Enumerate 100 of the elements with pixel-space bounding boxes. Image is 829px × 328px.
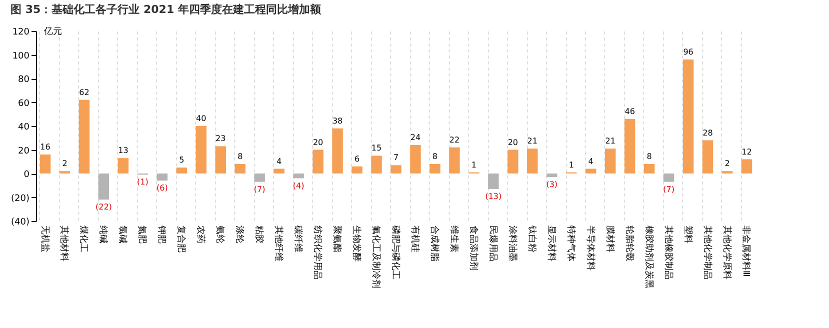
data-label: 22 <box>449 135 460 144</box>
bar <box>488 174 499 189</box>
bar <box>527 148 538 174</box>
x-tick-label: 维生素 <box>448 226 460 252</box>
x-tick-label: 塑料 <box>682 226 694 244</box>
data-label: 38 <box>332 116 343 126</box>
data-label: 1 <box>471 160 476 170</box>
x-tick-label: 煤化工 <box>78 226 90 252</box>
x-tick-label: 氨纶 <box>214 226 226 244</box>
x-tick-label: 生物发酵 <box>351 226 362 262</box>
bar <box>624 118 636 174</box>
x-tick-label: 食品添加剂 <box>468 226 479 270</box>
data-label: 46 <box>624 106 635 116</box>
data-label: 21 <box>527 136 538 146</box>
data-label: (7) <box>254 184 266 194</box>
bar <box>118 158 129 174</box>
bar <box>682 60 694 174</box>
bar <box>176 168 188 174</box>
data-label: (1) <box>137 178 148 187</box>
y-tick-label: (20) <box>11 194 30 204</box>
x-tick-label: 氟化工及制冷剂 <box>370 226 382 288</box>
y-tick-label: 60 <box>18 98 30 109</box>
bar <box>586 168 596 174</box>
x-tick-label: 氮肥 <box>136 226 148 244</box>
data-label: (13) <box>485 192 502 201</box>
bar <box>449 147 460 174</box>
x-tick-label: 膜材料 <box>604 226 616 252</box>
data-label: 8 <box>432 152 438 161</box>
x-tick-label: 涤纶 <box>234 226 246 244</box>
x-tick-label: 无机盐 <box>39 226 50 252</box>
x-tick-label: 其他化学制品 <box>702 226 713 280</box>
y-tick-label: 20 <box>18 146 30 156</box>
bar <box>40 154 51 174</box>
y-tick-label: 40 <box>18 122 30 132</box>
data-label: 20 <box>508 138 518 147</box>
bar <box>644 164 655 174</box>
bar <box>234 164 246 174</box>
data-label: 23 <box>216 134 226 144</box>
x-tick-label: 碳纤维 <box>292 224 304 252</box>
bar <box>604 148 616 174</box>
bar <box>663 174 674 182</box>
bar <box>702 140 714 174</box>
x-tick-label: 其他材料 <box>58 226 70 262</box>
bar <box>546 174 558 178</box>
bar <box>332 128 343 174</box>
bar <box>156 174 168 181</box>
bar <box>410 145 421 174</box>
data-label: 6 <box>354 154 360 164</box>
x-tick-label: 合成树脂 <box>428 226 440 262</box>
x-tick-label: 非金属材料Ⅲ <box>740 226 752 277</box>
y-axis-title: 亿元 <box>43 26 62 37</box>
x-tick-label: 半导体材料 <box>584 226 596 270</box>
x-tick-label: 有机硅 <box>409 226 420 252</box>
y-tick-label: 0 <box>24 170 30 180</box>
x-tick-label: 纯碱 <box>98 226 109 244</box>
x-tick-label: 其他橡胶制品 <box>662 226 674 280</box>
y-tick-label: (40) <box>11 218 30 228</box>
x-tick-label: 粘胶 <box>254 226 265 244</box>
data-label: 8 <box>646 152 652 161</box>
x-tick-label: 民爆用品 <box>487 226 498 262</box>
x-tick-label: 磷肥与磷化工 <box>390 224 401 280</box>
data-label: (6) <box>156 184 168 193</box>
x-tick-label: 氯碱 <box>117 226 128 244</box>
data-label: (3) <box>546 180 558 190</box>
bar <box>430 164 440 174</box>
bar <box>196 126 206 174</box>
data-label: 1 <box>568 160 574 170</box>
data-label: 12 <box>742 147 752 156</box>
x-tick-label: 橡胶助剂及炭黑 <box>643 226 654 288</box>
x-tick-label: 其他纤维 <box>273 226 284 262</box>
data-label: 21 <box>605 136 616 146</box>
data-label: 13 <box>118 146 128 156</box>
data-label: 7 <box>393 153 399 162</box>
y-tick-label: 120 <box>12 28 30 38</box>
x-tick-label: 纺织化学用品 <box>312 226 324 280</box>
bar <box>215 146 226 174</box>
x-tick-label: 钾肥 <box>156 224 168 244</box>
data-label: 4 <box>588 156 594 166</box>
data-label: 16 <box>40 142 50 152</box>
data-label: 2 <box>62 159 68 168</box>
data-label: 4 <box>276 156 282 166</box>
bar <box>312 150 324 174</box>
data-label: (22) <box>96 202 112 212</box>
x-tick-label: 农药 <box>195 226 206 244</box>
x-tick-label: 钛白粉 <box>526 224 538 252</box>
bar <box>293 174 304 178</box>
data-label: 40 <box>196 114 206 123</box>
data-label: (7) <box>663 184 674 194</box>
bar <box>352 166 362 174</box>
data-label: 24 <box>410 133 421 142</box>
data-label: 2 <box>724 159 730 168</box>
data-label: 15 <box>371 144 382 153</box>
bar <box>254 174 265 182</box>
bar <box>741 159 752 174</box>
chart-title: 图 35：基础化工各子行业 2021 年四季度在建工程同比增加额 <box>10 3 322 16</box>
y-tick-label: 100 <box>12 51 30 62</box>
x-tick-label: 特种气体 <box>565 226 576 262</box>
data-label: (4) <box>292 181 304 190</box>
bar <box>508 150 518 174</box>
bar <box>98 174 110 200</box>
